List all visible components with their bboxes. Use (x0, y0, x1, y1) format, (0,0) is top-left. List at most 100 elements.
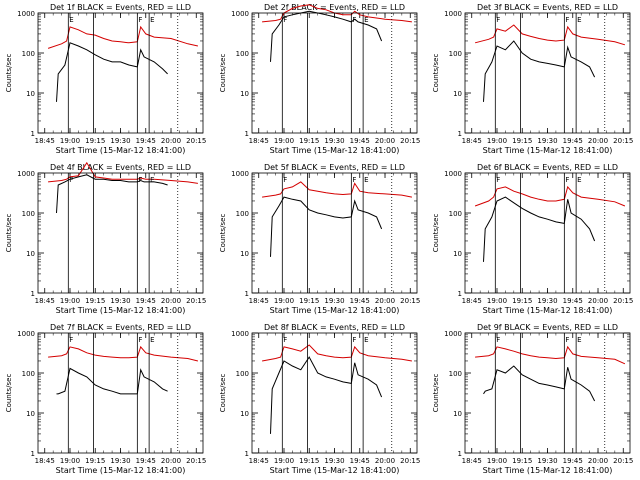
x-tick-label: 20:00 (588, 137, 608, 145)
x-tick-label: 19:00 (60, 137, 80, 145)
y-tick-label: 1 (458, 130, 462, 138)
plot-title: Det 9f BLACK = Events, RED = LLD (477, 323, 618, 332)
series-line-lld (48, 161, 198, 184)
subplot-5: Det 5f BLACK = Events, RED = LLD Counts/s… (219, 163, 420, 315)
x-tick-label: 19:15 (299, 137, 319, 145)
y-tick-label: 10 (26, 90, 35, 98)
x-tick-label: 20:15 (400, 297, 420, 305)
y-tick-label: 100 (236, 50, 249, 58)
y-tick-label: 1 (31, 290, 35, 298)
y-tick-label: 100 (236, 210, 249, 218)
y-tick-label: 10 (240, 410, 249, 418)
x-tick-label: 19:15 (299, 457, 319, 465)
x-tick-label: 20:15 (613, 457, 633, 465)
marker-label: E (150, 16, 154, 24)
y-axis-label: Counts/sec (432, 374, 440, 413)
marker-label: F (496, 336, 500, 344)
marker-label: F (138, 16, 142, 24)
x-tick-label: 19:45 (563, 137, 583, 145)
y-tick-label: 10 (240, 250, 249, 258)
x-axis-label: Start Time (15-Mar-12 18:41:00) (56, 306, 186, 315)
plot-frame (37, 332, 204, 454)
y-tick-label: 1000 (231, 330, 249, 338)
x-tick-label: 18:45 (35, 297, 55, 305)
y-axis-label: Counts/sec (219, 374, 227, 413)
y-tick-label: 1000 (231, 10, 249, 18)
x-tick-label: 19:45 (136, 137, 156, 145)
x-tick-label: 19:00 (60, 457, 80, 465)
y-tick-label: 1 (245, 290, 249, 298)
x-tick-label: 19:15 (85, 457, 105, 465)
marker-label: E (364, 336, 368, 344)
x-tick-label: 19:00 (274, 457, 294, 465)
y-axis-label: Counts/sec (219, 214, 227, 253)
x-tick-label: 20:15 (613, 137, 633, 145)
x-tick-label: 20:15 (400, 457, 420, 465)
x-axis-label: Start Time (15-Mar-12 18:41:00) (483, 306, 613, 315)
x-tick-label: 18:45 (462, 137, 482, 145)
marker-label: F (283, 336, 287, 344)
x-tick-label: 19:15 (85, 137, 105, 145)
series-line-lld (262, 344, 412, 362)
y-tick-label: 100 (449, 50, 462, 58)
marker-label: E (150, 176, 154, 184)
marker-label: E (577, 16, 581, 24)
x-tick-label: 20:00 (588, 457, 608, 465)
x-tick-label: 18:45 (462, 457, 482, 465)
x-tick-label: 18:45 (249, 457, 269, 465)
y-tick-label: 10 (453, 90, 462, 98)
x-tick-label: 19:30 (324, 457, 344, 465)
marker-label: F (352, 176, 356, 184)
series-line-lld (474, 24, 626, 46)
subplot-7: Det 7f BLACK = Events, RED = LLD Counts/s… (5, 323, 206, 475)
series-line-events (483, 40, 596, 102)
x-tick-label: 18:45 (35, 137, 55, 145)
plot-title: Det 1f BLACK = Events, RED = LLD (50, 3, 191, 12)
y-tick-label: 100 (22, 210, 35, 218)
x-tick-label: 20:15 (186, 297, 206, 305)
x-tick-label: 19:45 (350, 457, 370, 465)
y-axis-label: Counts/sec (432, 54, 440, 93)
x-tick-label: 19:30 (324, 137, 344, 145)
series-line-lld (475, 345, 626, 365)
marker-label: F (565, 16, 569, 24)
x-axis-label: Start Time (15-Mar-12 18:41:00) (56, 146, 186, 155)
marker-label: F (69, 176, 73, 184)
series-line-lld (474, 185, 626, 207)
x-tick-label: 20:00 (375, 297, 395, 305)
marker-label: E (577, 176, 581, 184)
y-tick-label: 1 (458, 290, 462, 298)
plot-frame (37, 12, 204, 134)
series-line-lld (262, 4, 412, 23)
series-line-events (56, 42, 168, 102)
x-tick-label: 19:15 (512, 297, 532, 305)
x-tick-label: 19:45 (563, 297, 583, 305)
plot-title: Det 7f BLACK = Events, RED = LLD (50, 323, 191, 332)
subplot-3: Det 3f BLACK = Events, RED = LLD Counts/s… (432, 3, 633, 155)
plot-frame (464, 172, 631, 294)
y-tick-label: 100 (22, 50, 35, 58)
y-tick-label: 1000 (17, 10, 35, 18)
x-tick-label: 19:00 (274, 297, 294, 305)
series-line-lld (262, 181, 412, 198)
x-tick-label: 19:30 (537, 457, 557, 465)
series-line-events (270, 196, 383, 257)
plot-frame (251, 172, 418, 294)
subplot-6: Det 6f BLACK = Events, RED = LLD Counts/s… (432, 163, 633, 315)
y-axis-label: Counts/sec (5, 214, 13, 253)
plot-title: Det 6f BLACK = Events, RED = LLD (477, 163, 618, 172)
marker-label: F (283, 16, 287, 24)
y-tick-label: 100 (449, 370, 462, 378)
plot-title: Det 8f BLACK = Events, RED = LLD (264, 323, 405, 332)
plot-title: Det 4f BLACK = Events, RED = LLD (50, 163, 191, 172)
x-axis-label: Start Time (15-Mar-12 18:41:00) (270, 466, 400, 475)
plot-frame (464, 332, 631, 454)
x-tick-label: 19:30 (110, 457, 130, 465)
y-tick-label: 1 (245, 130, 249, 138)
marker-label: E (150, 336, 154, 344)
series-line-events (270, 356, 383, 434)
x-tick-label: 18:45 (35, 457, 55, 465)
x-tick-label: 19:45 (563, 457, 583, 465)
marker-label: F (565, 176, 569, 184)
subplot-4: Det 4f BLACK = Events, RED = LLD Counts/s… (5, 161, 206, 315)
